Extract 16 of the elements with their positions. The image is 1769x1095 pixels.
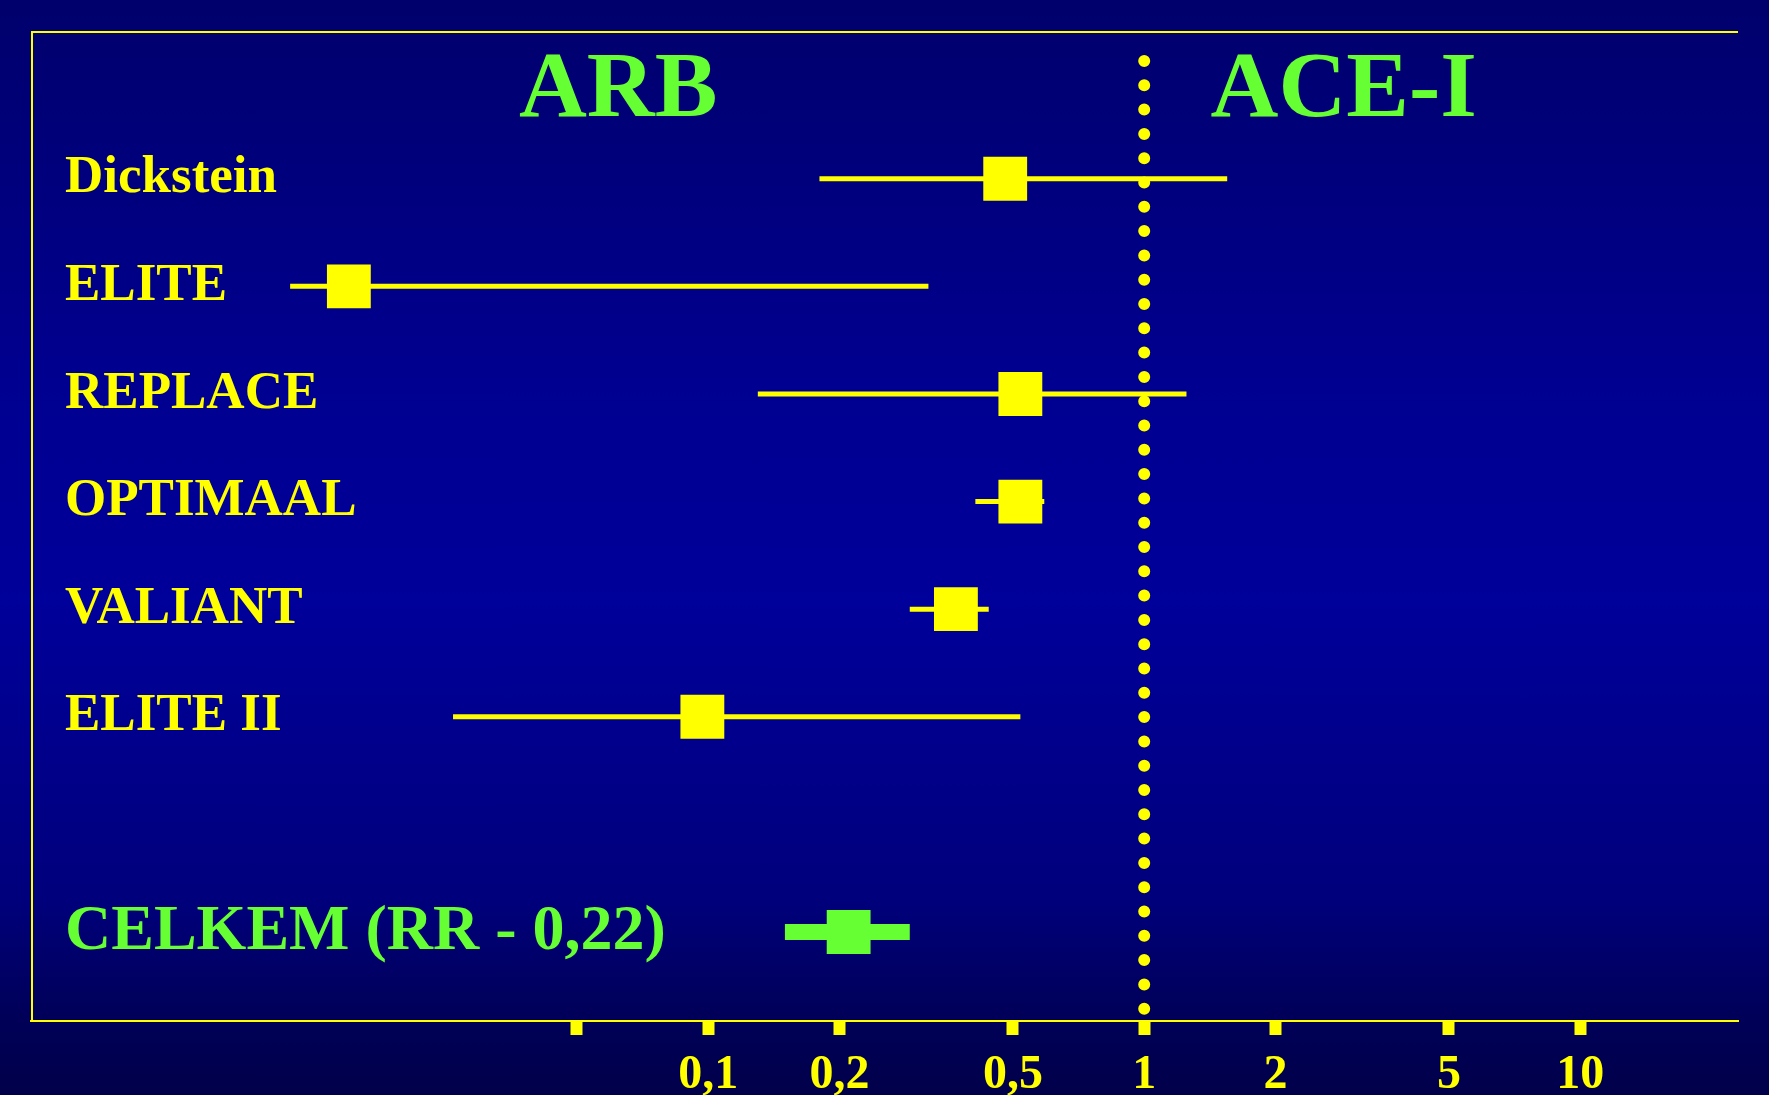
y-tick-label: Dickstein <box>65 145 277 204</box>
y-tick-label: CELKEM (RR - 0,22) <box>65 891 666 963</box>
x-tick-label: 0,5 <box>982 1045 1043 1095</box>
annotation: ARB <box>518 32 718 137</box>
x-tick-label: 0,2 <box>809 1045 870 1095</box>
x-tick-label: 2 <box>1263 1045 1288 1095</box>
y-tick-label: VALIANT <box>65 575 303 634</box>
x-tick-label: 0,1 <box>678 1045 739 1095</box>
y-tick-label: REPLACE <box>65 360 319 419</box>
x-tick-label: 5 <box>1437 1045 1461 1095</box>
annotation: ACE-I <box>1210 32 1477 137</box>
x-tick-label: 10 <box>1556 1045 1605 1095</box>
x-tick-label: 1 <box>1132 1045 1157 1095</box>
y-tick-label: OPTIMAAL <box>65 468 357 527</box>
y-tick-label: ELITE <box>65 253 228 312</box>
y-tick-label: ELITE II <box>65 683 282 742</box>
